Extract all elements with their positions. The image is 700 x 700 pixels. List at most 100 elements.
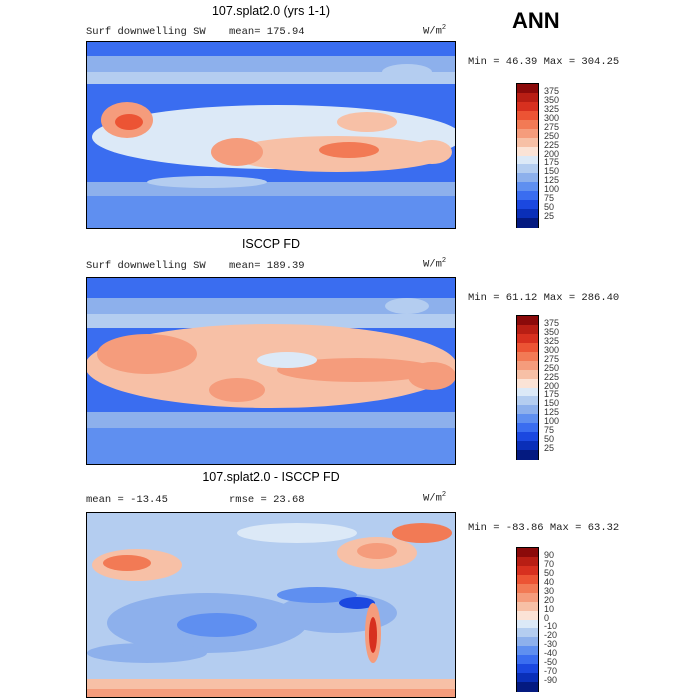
colorbar-swatch [517, 128, 538, 139]
panel-3-map [86, 512, 456, 698]
colorbar-tick-label: 150 [544, 166, 560, 177]
colorbar-swatch [517, 414, 538, 424]
colorbar-swatch [517, 146, 538, 156]
colorbar-tick-label: 0 [544, 612, 550, 623]
colorbar-swatch [517, 191, 538, 201]
panel-1-stat-label: mean= 175.94 [229, 26, 305, 38]
colorbar-swatch [517, 369, 538, 380]
colorbar-tick-label: 50 [544, 567, 555, 578]
panel-3-left-label: mean = -13.45 [86, 494, 168, 506]
colorbar-tick-label: -20 [544, 630, 558, 641]
colorbar-tick-label: 175 [544, 389, 560, 400]
colorbar-swatch [517, 673, 538, 683]
colorbar-tick-label: 375 [544, 317, 560, 328]
colorbar-swatch [517, 218, 538, 228]
colorbar-swatch [517, 110, 538, 121]
colorbar-swatch [517, 556, 538, 567]
colorbar-swatch [517, 441, 538, 451]
panel-3-units: W/m2 [423, 491, 447, 505]
colorbar-swatch [517, 637, 538, 647]
panel-1-colorbar: 375 350 325 300 275 250 225 200 175 150 125 100 75 50… [516, 83, 576, 228]
colorbar-swatch [517, 84, 538, 94]
panel-2-left-label: Surf downwelling SW [86, 260, 206, 272]
colorbar-tick-label: 50 [544, 434, 555, 445]
season-label: ANN [512, 8, 560, 33]
colorbar-swatch [517, 655, 538, 665]
colorbar-tick-label: 150 [544, 398, 560, 409]
colorbar-swatch [517, 92, 538, 103]
colorbar-tick-label: 200 [544, 148, 560, 159]
panel-2-stat-label: mean= 189.39 [229, 260, 305, 272]
panel-1-units: W/m2 [423, 24, 447, 38]
colorbar-tick-label: 225 [544, 371, 560, 382]
colorbar-tick-label: 250 [544, 362, 560, 373]
panel-1-title: 107.splat2.0 (yrs 1-1) [211, 4, 331, 18]
colorbar-swatch [517, 387, 538, 397]
colorbar-swatch [517, 333, 538, 344]
panel-2-units: W/m2 [423, 257, 447, 271]
colorbar-swatch [517, 664, 538, 674]
colorbar-tick-label: -30 [544, 639, 558, 650]
colorbar-tick-label: 325 [544, 335, 560, 346]
colorbar-swatch [517, 610, 538, 620]
panel-2-map [86, 277, 456, 465]
colorbar-swatch [517, 324, 538, 335]
colorbar-tick-label: 100 [544, 184, 560, 195]
colorbar-swatch [517, 583, 538, 594]
colorbar-tick-label: -90 [544, 675, 558, 686]
colorbar-tick-label: 300 [544, 344, 560, 355]
colorbar-swatch [517, 200, 538, 210]
colorbar-swatch [517, 432, 538, 442]
colorbar-tick-label: 75 [544, 193, 555, 204]
colorbar-tick-label: 225 [544, 139, 560, 150]
colorbar-swatch [517, 360, 538, 371]
colorbar-tick-label: 100 [544, 416, 560, 427]
colorbar-swatch [517, 342, 538, 353]
colorbar-tick-label: -10 [544, 621, 558, 632]
colorbar-tick-label: 50 [544, 202, 555, 213]
colorbar-tick-label: -40 [544, 648, 558, 659]
colorbar-tick-label: 20 [544, 594, 555, 605]
colorbar-tick-label: -50 [544, 657, 558, 668]
colorbar-swatch [517, 164, 538, 174]
panel-1-left-label: Surf downwelling SW [86, 26, 206, 38]
colorbar-tick-label: 40 [544, 576, 555, 587]
colorbar-tick-label: 75 [544, 425, 555, 436]
colorbar-tick-label: 325 [544, 103, 560, 114]
panel-2-minmax: Min = 61.12 Max = 286.40 [468, 292, 620, 304]
colorbar-tick-label: 350 [544, 326, 560, 337]
colorbar-swatch [517, 137, 538, 148]
colorbar-swatch [517, 316, 538, 326]
panel-1-map [86, 41, 456, 229]
colorbar-tick-label: 175 [544, 157, 560, 168]
colorbar-tick-label: 250 [544, 130, 560, 141]
panel-3-minmax: Min = -83.86 Max = 63.32 [468, 522, 620, 534]
colorbar-swatch [517, 119, 538, 130]
colorbar-swatch [517, 619, 538, 629]
colorbar-tick-label: 350 [544, 94, 560, 105]
colorbar-tick-label: 375 [544, 85, 560, 96]
colorbar-tick-label: 25 [544, 443, 555, 454]
panel-1-minmax: Min = 46.39 Max = 304.25 [468, 56, 620, 68]
colorbar-swatch [517, 601, 538, 612]
colorbar-swatch [517, 628, 538, 638]
colorbar-tick-label: 70 [544, 558, 555, 569]
colorbar-tick-label: 90 [544, 549, 555, 560]
panel-2-title: ISCCP FD [241, 237, 301, 251]
colorbar-swatch [517, 378, 538, 388]
colorbar-tick-label: 275 [544, 353, 560, 364]
colorbar-swatch [517, 396, 538, 406]
colorbar-swatch [517, 351, 538, 362]
panel-3-stat-label: rmse = 23.68 [229, 494, 305, 506]
colorbar-swatch [517, 101, 538, 112]
colorbar-tick-label: 300 [544, 112, 560, 123]
colorbar-swatch [517, 173, 538, 183]
colorbar-swatch [517, 548, 538, 558]
colorbar-swatch [517, 565, 538, 576]
colorbar-swatch [517, 646, 538, 656]
colorbar-swatch [517, 450, 538, 460]
colorbar-tick-label: 25 [544, 211, 555, 222]
colorbar-swatch [517, 182, 538, 192]
colorbar-swatch [517, 155, 538, 165]
colorbar-swatch [517, 209, 538, 219]
